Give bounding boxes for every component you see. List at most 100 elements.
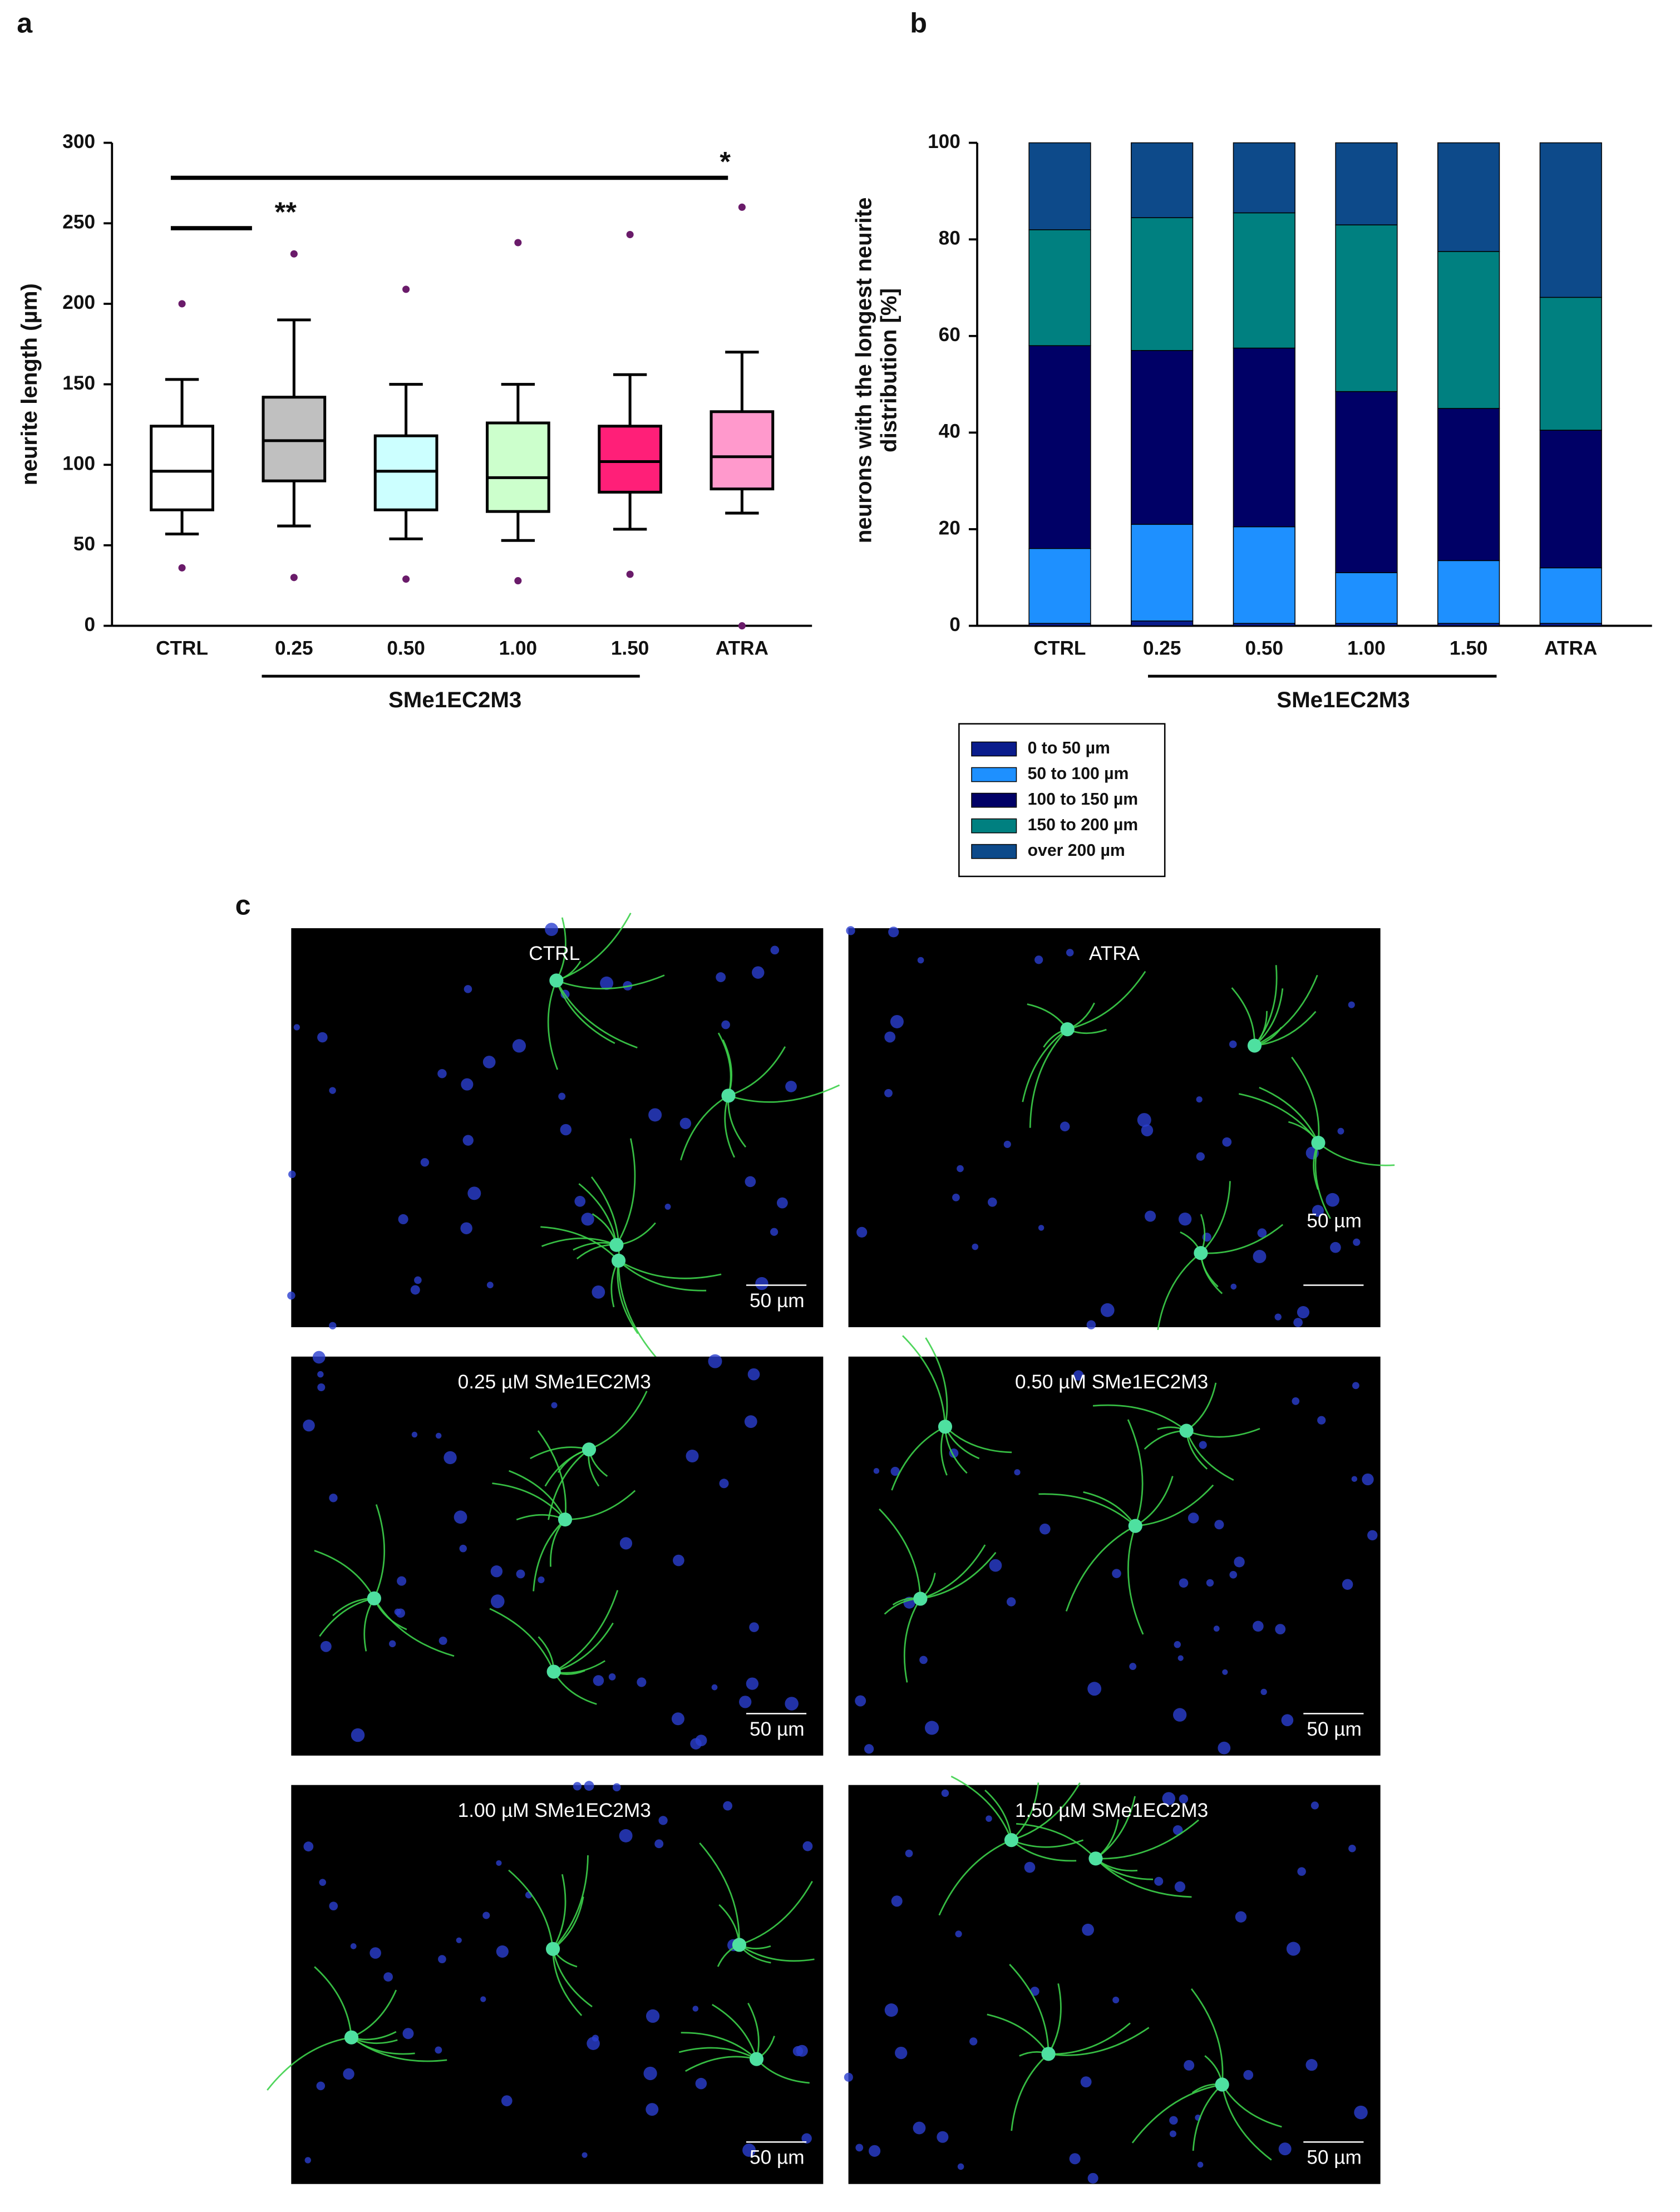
nucleus bbox=[1222, 1137, 1232, 1147]
box bbox=[150, 425, 214, 511]
nucleus bbox=[317, 1371, 324, 1378]
legend-label: 150 to 200 µm bbox=[1028, 816, 1139, 834]
neurite bbox=[565, 1490, 636, 1520]
nucleus bbox=[1169, 2130, 1176, 2137]
nucleus bbox=[1039, 1523, 1051, 1535]
nucleus bbox=[619, 1537, 633, 1550]
neurite bbox=[508, 1869, 554, 1949]
neurite bbox=[728, 1084, 840, 1103]
scale-bar-label: 50 µm bbox=[1307, 2147, 1362, 2169]
nucleus bbox=[1172, 1825, 1183, 1835]
soma bbox=[721, 1088, 736, 1103]
nucleus bbox=[593, 1675, 604, 1686]
bar-segment bbox=[1437, 142, 1500, 252]
neurite bbox=[1048, 2022, 1131, 2055]
flier bbox=[290, 574, 298, 582]
nucleus bbox=[1354, 2105, 1368, 2120]
nucleus bbox=[708, 1354, 722, 1368]
nucleus bbox=[969, 2037, 978, 2046]
soma bbox=[913, 1592, 928, 1606]
nucleus bbox=[673, 1554, 684, 1566]
nucleus bbox=[329, 1494, 338, 1502]
nucleus bbox=[460, 1222, 472, 1234]
nucleus bbox=[1137, 1113, 1151, 1127]
nucleus bbox=[1311, 1801, 1319, 1810]
nucleus bbox=[396, 1608, 406, 1618]
bar-segment bbox=[1335, 142, 1398, 225]
nucleus bbox=[1235, 1911, 1247, 1923]
neurite bbox=[678, 2047, 757, 2060]
nucleus bbox=[1362, 1473, 1374, 1486]
nucleus bbox=[745, 1176, 756, 1188]
nucleus bbox=[1213, 1625, 1220, 1632]
neurite bbox=[1009, 1964, 1050, 2054]
neurite bbox=[589, 1391, 648, 1451]
soma bbox=[546, 1942, 560, 1956]
nucleus bbox=[855, 2144, 864, 2152]
soma bbox=[1311, 1135, 1326, 1150]
neurite bbox=[552, 1949, 583, 2016]
nucleus bbox=[467, 1186, 481, 1200]
neurite bbox=[1291, 1056, 1320, 1143]
nucleus bbox=[592, 1285, 605, 1299]
nucleus bbox=[551, 1402, 558, 1408]
nucleus bbox=[1230, 1283, 1237, 1290]
neurite bbox=[509, 1470, 566, 1520]
nucleus bbox=[648, 1108, 662, 1122]
nucleus bbox=[1087, 2172, 1098, 2184]
nucleus bbox=[1196, 1096, 1203, 1103]
nucleus bbox=[1305, 2059, 1318, 2071]
nucleus bbox=[1317, 1416, 1326, 1425]
neurite bbox=[903, 1598, 922, 1683]
y-tick-label: 0 bbox=[84, 614, 95, 635]
nucleus bbox=[303, 1841, 314, 1852]
nucleus bbox=[671, 1712, 684, 1726]
x-tick-label: ATRA bbox=[716, 638, 768, 659]
box bbox=[710, 410, 775, 491]
neurite bbox=[617, 1260, 639, 1334]
nucleus bbox=[785, 1081, 797, 1092]
legend-label: 0 to 50 µm bbox=[1028, 739, 1110, 757]
nucleus bbox=[770, 1228, 779, 1236]
nucleus bbox=[884, 2003, 898, 2017]
nucleus bbox=[884, 1089, 893, 1097]
neurite bbox=[556, 913, 632, 982]
y-tick-label: 50 bbox=[73, 533, 95, 555]
nucleus bbox=[496, 1860, 502, 1866]
nucleus bbox=[454, 1510, 467, 1524]
soma bbox=[549, 973, 564, 988]
nucleus bbox=[941, 1789, 949, 1797]
nucleus bbox=[1206, 1579, 1214, 1587]
neurite bbox=[1016, 1822, 1096, 1859]
neurite bbox=[373, 1598, 455, 1657]
nucleus bbox=[989, 1559, 1002, 1572]
x-tick-label: 1.00 bbox=[499, 638, 538, 659]
bar-segment bbox=[1233, 347, 1295, 528]
soma bbox=[558, 1512, 573, 1527]
neurite bbox=[1221, 2084, 1282, 2128]
nucleus bbox=[1229, 1570, 1238, 1579]
soma bbox=[611, 1253, 626, 1268]
soma bbox=[1215, 2077, 1229, 2092]
flier bbox=[402, 285, 410, 293]
soma bbox=[1194, 1246, 1208, 1260]
nucleus bbox=[312, 1351, 326, 1364]
micrograph bbox=[848, 928, 1381, 1327]
nucleus bbox=[619, 1829, 633, 1842]
nucleus bbox=[746, 1677, 759, 1690]
nucleus bbox=[592, 2034, 599, 2042]
neurite bbox=[555, 980, 638, 1049]
nucleus bbox=[755, 1277, 768, 1290]
nucleus bbox=[1243, 2070, 1254, 2080]
nucleus bbox=[512, 1039, 526, 1053]
neurite bbox=[685, 2056, 757, 2072]
neurite bbox=[920, 1544, 986, 1600]
y-tick-label: 40 bbox=[939, 421, 960, 442]
box bbox=[598, 425, 662, 494]
neurite bbox=[1135, 1484, 1214, 1527]
x-tick-label: 0.25 bbox=[1143, 638, 1181, 659]
micrograph-label: 1.00 µM SMe1EC2M3 bbox=[458, 1800, 651, 1821]
nucleus bbox=[350, 1943, 357, 1949]
neurite bbox=[319, 1597, 375, 1637]
soma bbox=[582, 1442, 597, 1457]
